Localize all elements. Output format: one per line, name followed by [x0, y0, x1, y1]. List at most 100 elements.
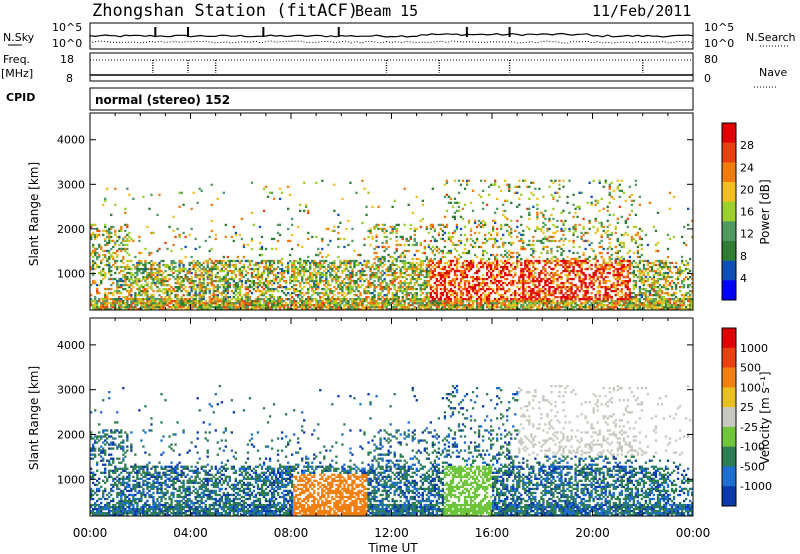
heatmap-cell: [192, 283, 195, 287]
heatmap-cell: [500, 275, 503, 279]
heatmap-cell: [554, 307, 557, 311]
heatmap-cell: [258, 253, 262, 257]
heatmap-cell: [112, 239, 115, 243]
heatmap-cell: [580, 191, 583, 194]
heatmap-cell: [337, 291, 340, 295]
heatmap-cell: [534, 285, 537, 289]
heatmap-cell: [130, 281, 133, 285]
heatmap-cell: [305, 205, 308, 209]
heatmap-cell: [544, 301, 547, 305]
heatmap-cell: [467, 219, 471, 223]
heatmap-cell: [264, 289, 268, 293]
heatmap-cell: [116, 281, 119, 285]
heatmap-cell: [401, 265, 404, 269]
heatmap-cell: [268, 295, 272, 299]
heatmap-cell: [526, 307, 529, 311]
heatmap-cell: [469, 227, 473, 231]
heatmap-cell: [526, 297, 529, 301]
heatmap-cell: [106, 303, 109, 307]
heatmap-cell: [572, 193, 575, 196]
heatmap-cell: [371, 291, 374, 295]
heatmap-cell: [602, 285, 605, 289]
heatmap-cell: [481, 249, 485, 253]
heatmap-cell: [485, 265, 489, 269]
heatmap-cell: [104, 249, 107, 253]
heatmap-cell: [154, 299, 157, 303]
heatmap-cell: [419, 305, 422, 309]
heatmap-cell: [449, 249, 453, 253]
heatmap-cell: [598, 299, 601, 303]
heatmap-cell: [550, 305, 553, 309]
heatmap-cell: [391, 225, 394, 229]
heatmap-cell: [164, 301, 167, 305]
heatmap-cell: [564, 281, 567, 285]
heatmap-cell: [319, 299, 322, 303]
heatmap-cell: [264, 259, 268, 263]
heatmap-cell: [429, 227, 432, 231]
heatmap-cell: [554, 289, 557, 293]
heatmap-cell: [415, 249, 418, 253]
heatmap-cell: [481, 277, 485, 281]
heatmap-cell: [477, 261, 481, 265]
heatmap-cell: [602, 279, 605, 283]
heatmap-cell: [254, 263, 258, 267]
heatmap-cell: [409, 237, 412, 241]
heatmap-cell: [407, 239, 410, 243]
heatmap-cell: [459, 293, 463, 297]
freq-trace: [90, 59, 693, 76]
heatmap-cell: [481, 303, 485, 307]
heatmap-cell: [475, 237, 479, 241]
heatmap-cell: [475, 263, 479, 267]
heatmap-cell: [538, 289, 541, 293]
heatmap-cell: [582, 273, 585, 277]
heatmap-cell: [600, 285, 603, 289]
heatmap-cell: [272, 295, 276, 299]
heatmap-cell: [258, 265, 262, 269]
heatmap-cell: [268, 267, 272, 271]
heatmap-cell: [230, 303, 234, 307]
heatmap-cell: [94, 305, 97, 309]
heatmap-cell: [459, 295, 463, 299]
heatmap-cell: [182, 203, 185, 207]
heatmap-cell: [431, 285, 435, 289]
heatmap-cell: [172, 267, 175, 271]
heatmap-cell: [471, 287, 475, 291]
heatmap-cell: [190, 305, 193, 309]
heatmap-cell: [226, 285, 229, 289]
heatmap-cell: [461, 271, 465, 275]
heatmap-cell: [427, 265, 430, 269]
heatmap-cell: [604, 299, 607, 303]
heatmap-cell: [423, 259, 426, 263]
heatmap-cell: [532, 289, 535, 293]
heatmap-cell: [349, 273, 352, 277]
heatmap-cell: [506, 255, 509, 259]
station-title: Zhongshan Station (fitACF): [92, 1, 358, 21]
heatmap-cell: [260, 247, 264, 251]
heatmap-cell: [367, 281, 370, 285]
heatmap-cell: [188, 301, 191, 305]
heatmap-cell: [240, 271, 244, 275]
heatmap-cell: [90, 297, 93, 301]
heatmap-cell: [381, 265, 384, 269]
heatmap-cell: [254, 289, 258, 293]
heatmap-cell: [520, 297, 523, 301]
heatmap-cell: [240, 259, 244, 263]
heatmap-cell: [431, 303, 435, 307]
heatmap-cell: [393, 287, 396, 291]
heatmap-cell: [305, 263, 308, 267]
heatmap-cell: [598, 303, 601, 307]
heatmap-cell: [473, 307, 477, 311]
heatmap-cell: [369, 305, 372, 309]
heatmap-cell: [284, 303, 288, 307]
heatmap-cell: [502, 285, 505, 289]
heatmap-cell: [154, 275, 157, 279]
heatmap-cell: [449, 261, 453, 265]
heatmap-cell: [160, 259, 163, 263]
heatmap-cell: [580, 303, 583, 307]
heatmap-cell: [522, 245, 525, 249]
heatmap-cell: [122, 287, 125, 291]
heatmap-cell: [500, 273, 503, 277]
heatmap-cell: [477, 283, 481, 287]
heatmap-cell: [124, 287, 127, 291]
heatmap-cell: [150, 293, 153, 297]
